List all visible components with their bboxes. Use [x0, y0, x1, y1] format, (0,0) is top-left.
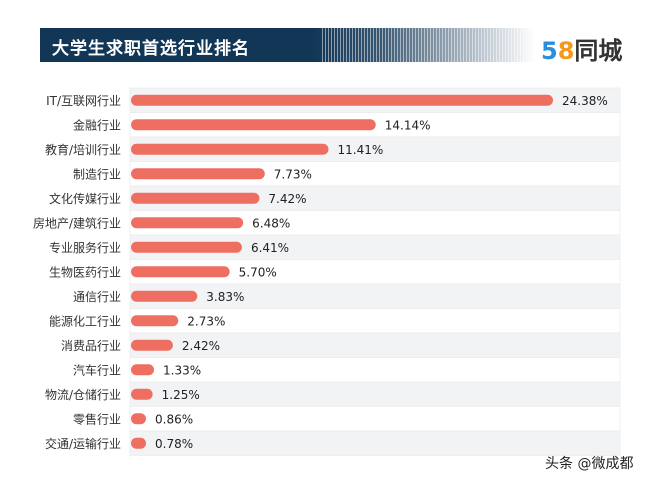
category-label: 能源化工行业: [49, 314, 121, 328]
chart-title: 大学生求职首选行业排名: [52, 39, 250, 59]
category-label: 金融行业: [73, 117, 121, 132]
value-label: 1.25%: [162, 388, 200, 402]
bar: [131, 266, 230, 278]
row-background: [129, 406, 621, 432]
category-label: 专业服务行业: [49, 240, 121, 255]
value-label: 2.42%: [182, 339, 220, 353]
value-label: 24.38%: [562, 94, 608, 108]
bar: [131, 94, 553, 106]
category-label: 消费品行业: [61, 339, 121, 353]
bar: [131, 315, 179, 327]
title-bar-stripes: [320, 28, 535, 62]
row-background: [129, 283, 621, 309]
category-label: 通信行业: [73, 290, 121, 304]
bar: [131, 119, 376, 131]
row-background: [129, 357, 621, 383]
bar: [131, 437, 146, 449]
bar: [131, 339, 173, 351]
bar: [131, 413, 146, 425]
value-label: 6.48%: [252, 216, 290, 230]
category-label: 零售行业: [73, 411, 121, 426]
value-label: 7.73%: [274, 167, 312, 181]
category-label: 房地产/建筑行业: [33, 215, 121, 230]
bar: [131, 364, 155, 376]
category-label: IT/互联网行业: [46, 94, 121, 108]
watermark: 头条 @微成都: [545, 456, 634, 472]
category-label: 物流/仓储行业: [45, 387, 121, 402]
bar: [131, 241, 242, 253]
bar: [131, 217, 244, 229]
value-label: 6.41%: [251, 241, 289, 255]
bar: [131, 290, 198, 302]
category-label: 交通/运输行业: [45, 436, 121, 451]
value-label: 11.41%: [337, 143, 383, 157]
58-tongcheng-logo: 58同城: [541, 37, 623, 65]
bar: [131, 192, 260, 204]
value-label: 7.42%: [268, 192, 306, 206]
value-label: 3.83%: [206, 290, 244, 304]
value-label: 1.33%: [163, 363, 201, 377]
category-label: 制造行业: [73, 167, 121, 181]
category-label: 教育/培训行业: [45, 142, 121, 157]
category-label: 生物医药行业: [49, 265, 121, 279]
bar: [131, 388, 153, 400]
category-label: 汽车行业: [73, 362, 121, 377]
bar: [131, 143, 329, 155]
value-label: 0.78%: [155, 437, 193, 451]
row-background: [129, 332, 621, 358]
title-bar: 大学生求职首选行业排名: [40, 28, 535, 62]
bar: [131, 168, 265, 180]
value-label: 5.70%: [239, 265, 277, 279]
value-label: 14.14%: [385, 118, 431, 132]
value-label: 2.73%: [187, 314, 225, 328]
row-background: [129, 381, 621, 407]
row-background: [129, 308, 621, 334]
value-label: 0.86%: [155, 412, 193, 426]
row-background: [129, 430, 621, 456]
category-label: 文化传媒行业: [49, 191, 121, 206]
